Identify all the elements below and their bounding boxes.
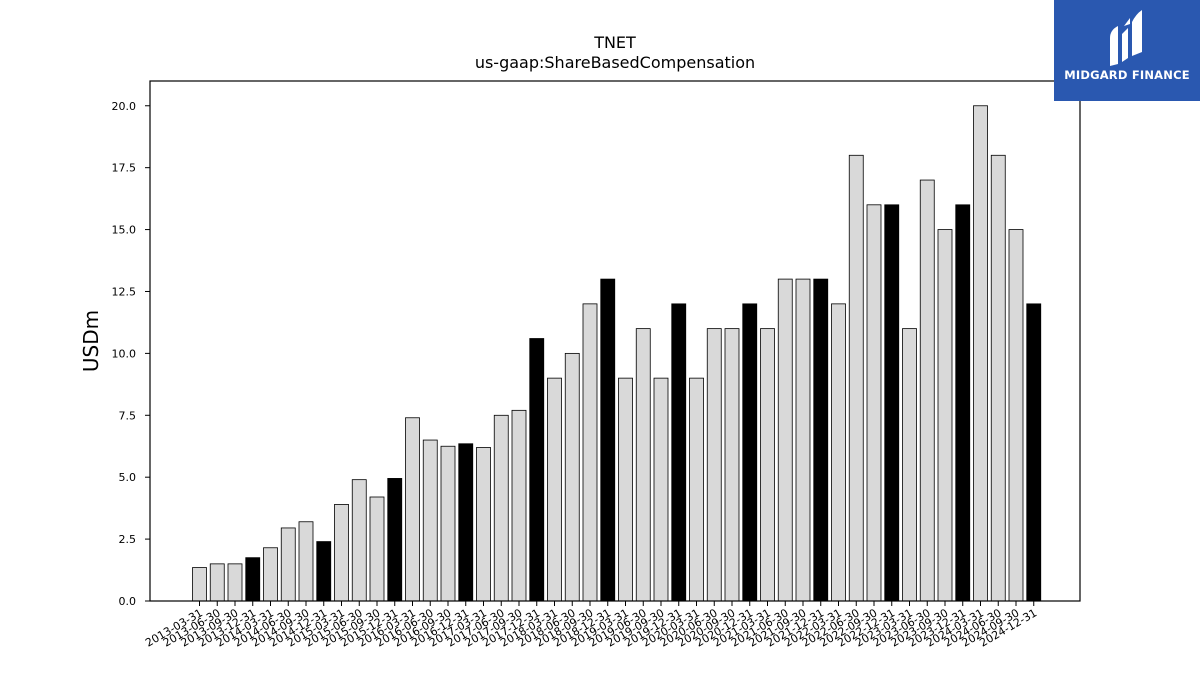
bar-2016-06-30	[422, 439, 438, 602]
bar-2013-06-30	[209, 563, 225, 602]
y-tick-label: 0.0	[119, 595, 137, 608]
bar-2023-06-30	[919, 179, 935, 602]
bar-2017-09-30	[511, 409, 527, 602]
bar-2019-03-31	[618, 377, 633, 602]
bar-2018-12-31	[600, 278, 616, 602]
bar-2019-12-31	[671, 303, 687, 602]
bar-2019-06-30	[635, 328, 651, 602]
y-axis: 0.0 2.5 5.0 7.5 10.0 12.5 15.0 17.5 20.0	[112, 100, 150, 608]
y-axis-label: USDm	[79, 310, 103, 372]
chart-title: TNET	[593, 33, 636, 52]
brand-logo: MIDGARD FINANCE	[1054, 0, 1200, 101]
bar-2015-03-31	[334, 504, 349, 602]
y-tick-label: 12.5	[112, 285, 137, 298]
bar-2020-03-31	[689, 377, 704, 602]
bar-2016-03-31	[405, 417, 420, 602]
bar-2017-12-31	[529, 338, 545, 602]
bar-2014-06-30	[280, 527, 296, 602]
bar-2024-06-30	[990, 154, 1006, 602]
bar-2015-12-31	[387, 478, 403, 602]
bar-2021-06-30	[777, 278, 793, 602]
bar-2022-06-30	[848, 154, 864, 602]
y-tick-label: 17.5	[112, 162, 137, 175]
bar-2018-09-30	[582, 303, 598, 602]
bar-2023-03-31	[902, 328, 917, 602]
bar-2015-06-30	[351, 479, 367, 602]
bar-2016-12-31	[458, 443, 474, 602]
y-tick-label: 20.0	[112, 100, 137, 113]
bar-2021-09-30	[795, 278, 811, 602]
bar-2019-09-30	[653, 377, 669, 602]
y-tick-label: 2.5	[119, 533, 137, 546]
brand-name: MIDGARD FINANCE	[1064, 68, 1190, 82]
bar-2022-12-31	[884, 204, 900, 602]
bar-2022-03-31	[831, 303, 846, 602]
bar-2024-09-30	[1008, 229, 1024, 602]
bar-2014-12-31	[316, 541, 332, 602]
bars-layer	[192, 105, 1042, 602]
bar-2013-12-31	[245, 557, 261, 602]
bar-2021-12-31	[813, 278, 829, 602]
bar-2018-03-31	[547, 377, 562, 602]
bar-2020-12-31	[742, 303, 758, 602]
bar-2014-03-31	[263, 547, 278, 602]
y-tick-label: 5.0	[119, 471, 137, 484]
bar-2023-09-30	[937, 229, 953, 602]
bar-2017-06-30	[493, 414, 509, 602]
y-tick-label: 7.5	[119, 409, 137, 422]
chart-subtitle: us-gaap:ShareBasedCompensation	[475, 53, 755, 72]
bar-2016-09-30	[440, 445, 456, 602]
bar-2024-03-31	[973, 105, 988, 602]
y-tick-label: 15.0	[112, 224, 137, 237]
x-axis: 2013-03-312013-06-302013-09-302013-12-31…	[143, 601, 1039, 650]
plot-frame	[149, 80, 1081, 602]
bar-2017-03-31	[476, 447, 491, 602]
bar-2013-09-30	[227, 563, 243, 602]
bar-2020-09-30	[724, 328, 740, 602]
midgard-logo-icon	[1110, 10, 1142, 66]
y-tick-label: 10.0	[112, 347, 137, 360]
bar-2014-09-30	[298, 521, 314, 602]
bar-2023-12-31	[955, 204, 971, 602]
bar-2015-09-30	[369, 496, 385, 602]
bar-2024-12-31	[1026, 303, 1042, 602]
bar-2022-09-30	[866, 204, 882, 602]
bar-2020-06-30	[706, 328, 722, 602]
bar-2021-03-31	[760, 328, 775, 602]
bar-2013-03-31	[192, 567, 207, 602]
bar-2018-06-30	[564, 352, 580, 602]
